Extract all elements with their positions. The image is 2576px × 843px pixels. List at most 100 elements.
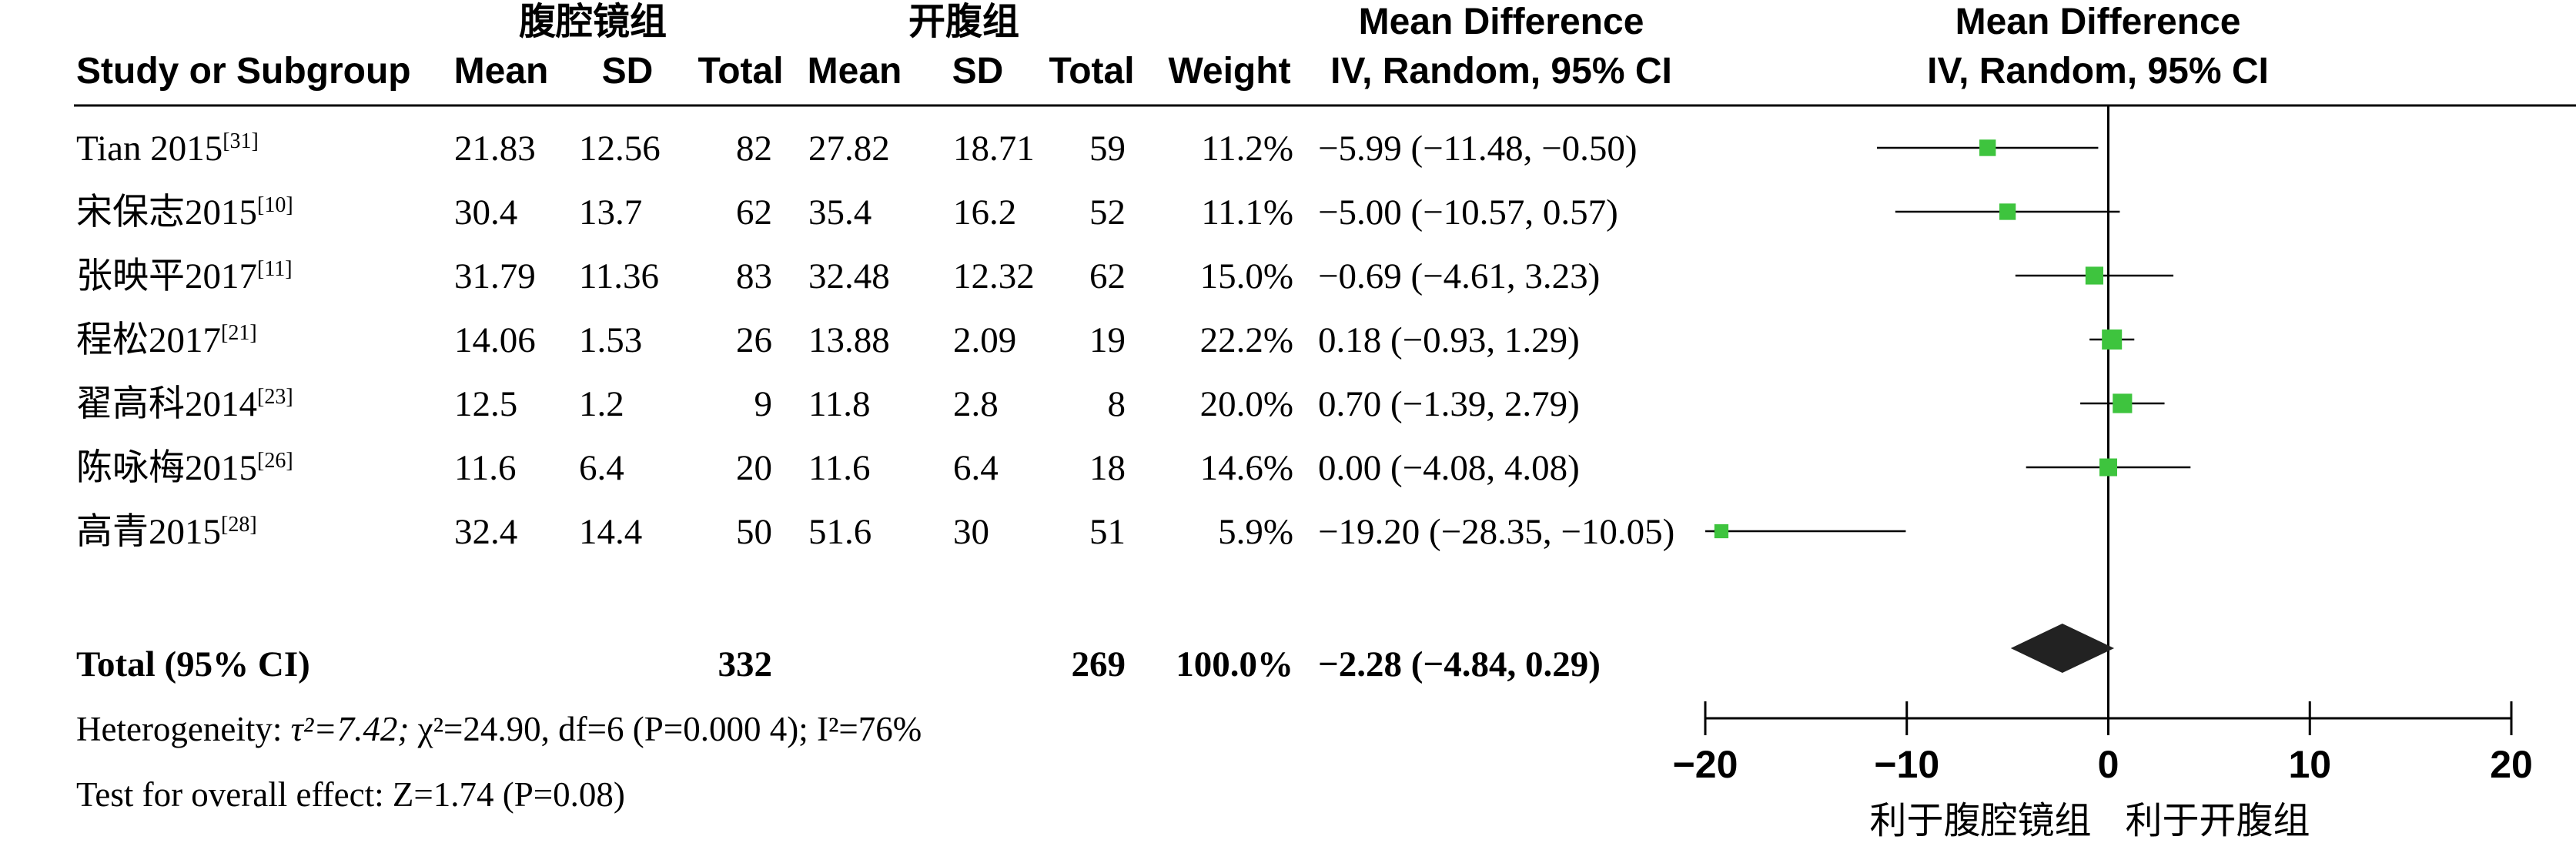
sd2-cell: 12.32 <box>953 256 1035 296</box>
mean2-cell: 32.48 <box>808 256 890 296</box>
study-name: 高青2015[28] <box>76 512 257 552</box>
study-row: 翟高科2014[23] 12.5 1.2 9 11.8 2.8 8 20.0% 0.70 (−1… <box>76 384 1580 424</box>
mean2-column-header: Mean <box>808 51 902 92</box>
sd1-cell: 13.7 <box>579 192 642 232</box>
study-row: 陈咏梅2015[26] 11.6 6.4 20 11.6 6.4 18 14.6% 0.00 (… <box>76 448 1580 488</box>
total-n2: 269 <box>1072 644 1126 684</box>
sd2-column-header: SD <box>952 51 1004 92</box>
x-tick-label: 0 <box>2098 743 2119 786</box>
md-title-header: Mean Difference <box>1359 2 1644 42</box>
study-marker <box>1999 203 2016 220</box>
ci-text-cell: 0.00 (−4.08, 4.08) <box>1318 448 1580 488</box>
total2-column-header: Total <box>1049 51 1134 92</box>
sd1-cell: 1.2 <box>579 384 624 424</box>
total-n1: 332 <box>718 644 773 684</box>
total1-column-header: Total <box>698 51 783 92</box>
sd1-column-header: SD <box>602 51 654 92</box>
ci-text-cell: −19.20 (−28.35, −10.05) <box>1318 512 1674 552</box>
plot-md-method-header: IV, Random, 95% CI <box>1927 51 2269 92</box>
total1-cell: 62 <box>736 192 772 232</box>
weight-cell: 11.1% <box>1201 192 1293 232</box>
study-name: 宋保志2015[10] <box>76 192 293 232</box>
total1-cell: 26 <box>736 320 772 360</box>
ci-text-cell: 0.18 (−0.93, 1.29) <box>1318 320 1580 360</box>
ci-text-cell: −5.00 (−10.57, 0.57) <box>1318 192 1618 232</box>
total2-cell: 8 <box>1108 384 1126 424</box>
study-marker <box>2102 330 2123 350</box>
study-name: 张映平2017[11] <box>76 256 293 296</box>
study-name: 陈咏梅2015[26] <box>76 448 293 488</box>
sd2-cell: 16.2 <box>953 192 1016 232</box>
study-name: 翟高科2014[23] <box>76 384 293 424</box>
total2-cell: 51 <box>1089 512 1126 552</box>
overall-effect-text: Test for overall effect: Z=1.74 (P=0.08) <box>76 775 625 814</box>
x-tick-label: −10 <box>1874 743 1939 786</box>
sd1-cell: 11.36 <box>579 256 659 296</box>
plot-area: −20 −10 0 10 20 利于腹腔镜组 利于开腹组 <box>1673 105 2533 842</box>
mean2-cell: 27.82 <box>808 129 890 169</box>
study-marker <box>1714 524 1729 539</box>
sd2-cell: 6.4 <box>953 448 999 488</box>
ci-text-cell: 0.70 (−1.39, 2.79) <box>1318 384 1580 424</box>
mean1-cell: 30.4 <box>454 192 517 232</box>
study-row: 程松2017[21] 14.06 1.53 26 13.88 2.09 19 22.2% 0.1… <box>76 320 1580 360</box>
heterogeneity-text: Heterogeneity: τ²=7.42; χ²=24.90, df=6 (… <box>76 710 922 748</box>
mean1-column-header: Mean <box>454 51 549 92</box>
total-row: Total (95% CI) 332 269 100.0% −2.28 (−4.… <box>76 644 1601 684</box>
total1-cell: 9 <box>754 384 773 424</box>
study-row: 宋保志2015[10] 30.4 13.7 62 35.4 16.2 52 11.1% −5.0… <box>76 192 1618 232</box>
total2-cell: 18 <box>1089 448 1126 488</box>
study-column-header: Study or Subgroup <box>76 51 411 92</box>
total-label: Total (95% CI) <box>76 644 310 684</box>
x-tick-label: 20 <box>2490 743 2533 786</box>
study-name: 程松2017[21] <box>76 320 257 360</box>
study-row: 高青2015[28] 32.4 14.4 50 51.6 30 51 5.9% −19.20 (… <box>76 512 1674 552</box>
study-name: Tian 2015[31] <box>76 129 259 169</box>
ci-text-cell: −0.69 (−4.61, 3.23) <box>1318 256 1600 296</box>
total1-cell: 83 <box>736 256 772 296</box>
weight-column-header: Weight <box>1168 51 1290 92</box>
mean2-cell: 35.4 <box>808 192 871 232</box>
total1-cell: 20 <box>736 448 772 488</box>
mean1-cell: 21.83 <box>454 129 536 169</box>
weight-cell: 15.0% <box>1200 256 1293 296</box>
sd2-cell: 2.8 <box>953 384 999 424</box>
mean2-cell: 11.8 <box>808 384 871 424</box>
weight-cell: 22.2% <box>1200 320 1293 360</box>
ci-text-cell: −5.99 (−11.48, −0.50) <box>1318 129 1638 169</box>
mean2-cell: 11.6 <box>808 448 871 488</box>
sd1-cell: 14.4 <box>579 512 642 552</box>
study-marker <box>2085 266 2104 285</box>
total-ci-text: −2.28 (−4.84, 0.29) <box>1318 644 1601 684</box>
group1-header: 腹腔镜组 <box>519 2 667 42</box>
sd2-cell: 30 <box>953 512 989 552</box>
weight-cell: 14.6% <box>1200 448 1293 488</box>
total2-cell: 19 <box>1089 320 1126 360</box>
total-diamond <box>2010 624 2115 673</box>
favours-right-label: 利于开腹组 <box>2126 799 2310 842</box>
weight-cell: 20.0% <box>1200 384 1293 424</box>
study-row: 张映平2017[11] 31.79 11.36 83 32.48 12.32 62 15.0%… <box>76 256 1600 296</box>
total1-cell: 82 <box>736 129 772 169</box>
mean1-cell: 12.5 <box>454 384 517 424</box>
study-marker <box>2099 458 2117 477</box>
sd2-cell: 2.09 <box>953 320 1016 360</box>
total2-cell: 59 <box>1089 129 1126 169</box>
study-rows: Tian 2015[31] 21.83 12.56 82 27.82 18.71 59 11.… <box>76 129 1674 552</box>
favours-left-label: 利于腹腔镜组 <box>1869 799 2091 842</box>
sd1-cell: 6.4 <box>579 448 624 488</box>
total2-cell: 62 <box>1089 256 1126 296</box>
sd1-cell: 12.56 <box>579 129 661 169</box>
mean1-cell: 11.6 <box>454 448 517 488</box>
mean2-cell: 51.6 <box>808 512 871 552</box>
group2-header: 开腹组 <box>908 2 1019 42</box>
total1-cell: 50 <box>736 512 772 552</box>
mean1-cell: 32.4 <box>454 512 517 552</box>
total-weight: 100.0% <box>1176 644 1293 684</box>
study-row: Tian 2015[31] 21.83 12.56 82 27.82 18.71 59 11.… <box>76 129 1638 169</box>
plot-md-title-header: Mean Difference <box>1955 2 2241 42</box>
mean2-cell: 13.88 <box>808 320 890 360</box>
md-method-header: IV, Random, 95% CI <box>1330 51 1672 92</box>
sd1-cell: 1.53 <box>579 320 642 360</box>
